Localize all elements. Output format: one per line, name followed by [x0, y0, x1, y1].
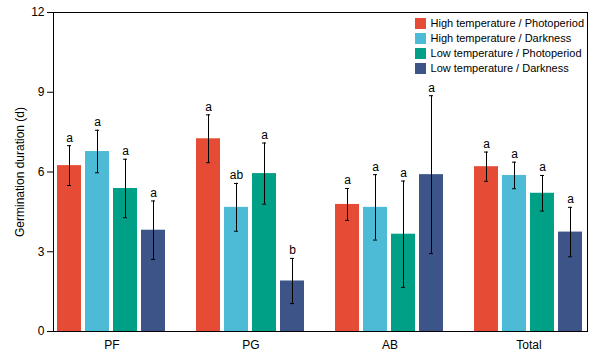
svg-text:a: a: [567, 192, 574, 206]
svg-text:a: a: [261, 128, 268, 142]
svg-text:a: a: [122, 144, 129, 158]
svg-text:a: a: [483, 137, 490, 151]
svg-text:PF: PF: [104, 338, 119, 352]
svg-text:ab: ab: [230, 168, 244, 182]
svg-text:a: a: [400, 166, 407, 180]
html-text:High temperature / Photoperiod: High temperature / Photoperiod: [430, 17, 584, 29]
svg-text:a: a: [94, 115, 101, 129]
svg-text:PG: PG: [242, 338, 259, 352]
svg-text:3: 3: [38, 245, 45, 259]
svg-text:a: a: [372, 159, 379, 173]
svg-text:12: 12: [31, 5, 45, 19]
html-text:Low temperature / Darkness: Low temperature / Darkness: [430, 62, 569, 74]
svg-text:b: b: [289, 243, 296, 257]
svg-text:a: a: [344, 173, 351, 187]
svg-text:a: a: [428, 81, 435, 95]
svg-text:AB: AB: [382, 338, 398, 352]
svg-text:Germination duration (d): Germination duration (d): [13, 107, 27, 237]
html-text:Low temperature / Photoperiod: Low temperature / Photoperiod: [430, 47, 582, 59]
svg-text:0: 0: [38, 324, 45, 338]
html-text:High temperature / Darkness: High temperature / Darkness: [430, 32, 572, 44]
svg-text:6: 6: [38, 165, 45, 179]
svg-text:a: a: [205, 100, 212, 114]
svg-text:a: a: [511, 147, 518, 161]
svg-text:a: a: [539, 160, 546, 174]
svg-text:a: a: [66, 131, 73, 145]
svg-text:Total: Total: [516, 338, 541, 352]
svg-text:9: 9: [38, 85, 45, 99]
svg-text:a: a: [150, 186, 157, 200]
